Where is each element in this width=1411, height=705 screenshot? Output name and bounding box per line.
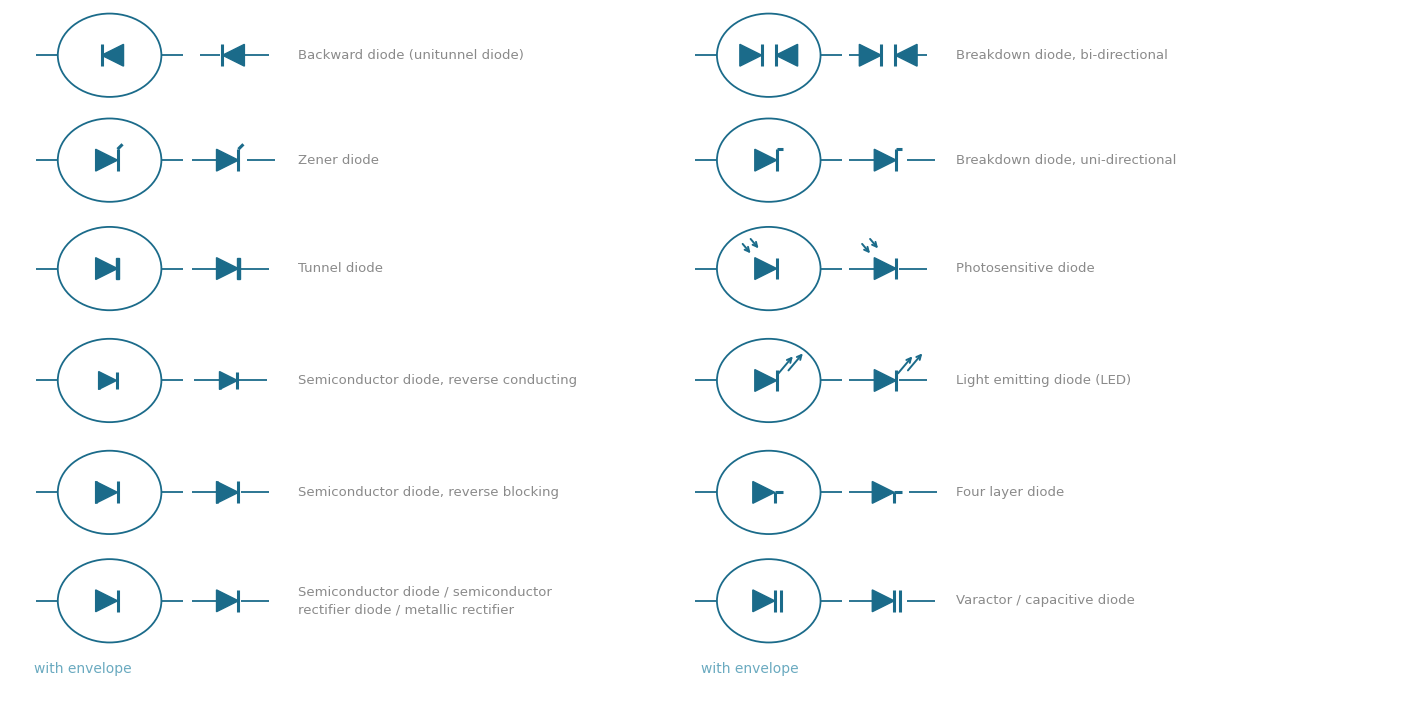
Polygon shape	[220, 372, 237, 389]
Text: Semiconductor diode, reverse conducting: Semiconductor diode, reverse conducting	[298, 374, 577, 387]
Polygon shape	[875, 257, 896, 279]
Polygon shape	[216, 149, 238, 171]
Polygon shape	[872, 590, 895, 612]
Polygon shape	[755, 149, 776, 171]
Polygon shape	[755, 257, 776, 279]
Polygon shape	[99, 372, 117, 389]
Text: Photosensitive diode: Photosensitive diode	[955, 262, 1095, 275]
Polygon shape	[102, 44, 124, 66]
Polygon shape	[223, 44, 244, 66]
Polygon shape	[739, 44, 762, 66]
Text: Four layer diode: Four layer diode	[955, 486, 1064, 499]
Polygon shape	[872, 482, 895, 503]
Polygon shape	[216, 482, 238, 503]
Polygon shape	[96, 257, 117, 279]
Polygon shape	[753, 590, 775, 612]
Polygon shape	[237, 257, 240, 279]
Text: Tunnel diode: Tunnel diode	[298, 262, 382, 275]
Text: Semiconductor diode / semiconductor
rectifier diode / metallic rectifier: Semiconductor diode / semiconductor rect…	[298, 585, 552, 616]
Polygon shape	[96, 149, 117, 171]
Text: Backward diode (unitunnel diode): Backward diode (unitunnel diode)	[298, 49, 523, 62]
Text: Light emitting diode (LED): Light emitting diode (LED)	[955, 374, 1130, 387]
Polygon shape	[116, 257, 119, 279]
Text: Semiconductor diode, reverse blocking: Semiconductor diode, reverse blocking	[298, 486, 559, 499]
Text: Breakdown diode, bi-directional: Breakdown diode, bi-directional	[955, 49, 1167, 62]
Polygon shape	[776, 44, 797, 66]
Polygon shape	[895, 44, 917, 66]
Text: Varactor / capacitive diode: Varactor / capacitive diode	[955, 594, 1134, 607]
Polygon shape	[96, 482, 117, 503]
Polygon shape	[875, 369, 896, 391]
Polygon shape	[216, 257, 238, 279]
Text: Zener diode: Zener diode	[298, 154, 380, 166]
Text: Breakdown diode, uni-directional: Breakdown diode, uni-directional	[955, 154, 1175, 166]
Polygon shape	[875, 149, 896, 171]
Text: with envelope: with envelope	[701, 663, 799, 676]
Polygon shape	[755, 369, 776, 391]
Text: with envelope: with envelope	[34, 663, 131, 676]
Polygon shape	[96, 590, 117, 612]
Polygon shape	[216, 590, 238, 612]
Polygon shape	[859, 44, 882, 66]
Polygon shape	[753, 482, 775, 503]
